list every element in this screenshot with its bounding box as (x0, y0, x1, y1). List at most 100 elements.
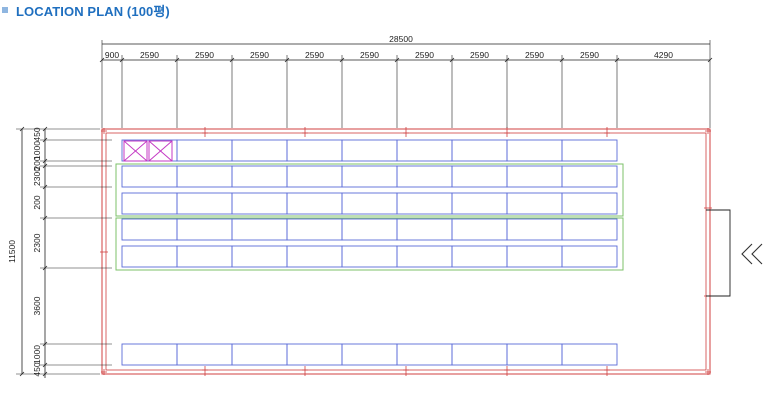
storage-zone (115, 217, 624, 271)
rack-cell (121, 165, 178, 188)
rack-cell (561, 245, 618, 268)
dimension-tick (614, 57, 620, 63)
building-walls (100, 127, 712, 376)
top-segment-label: 2590 (195, 50, 214, 60)
dimension-tick (504, 57, 510, 63)
rack-cell (451, 192, 508, 215)
dimension-tick (42, 265, 48, 271)
rack-cell (396, 343, 453, 366)
storage-zones (115, 163, 624, 271)
rack-cell (561, 139, 618, 162)
rack-cell (341, 218, 398, 241)
dimension-tick (42, 184, 48, 190)
rack-cell (396, 245, 453, 268)
rack-cell (506, 343, 563, 366)
left-segment-label: 450 (32, 127, 42, 141)
rack-cell (176, 245, 233, 268)
rack-cell (341, 192, 398, 215)
rack-row (121, 245, 618, 268)
unit-box (123, 140, 148, 162)
top-segment-label: 2590 (360, 50, 379, 60)
rack-cell (396, 218, 453, 241)
dimension-tick (119, 57, 125, 63)
left-segment-label: 1000 (32, 345, 42, 364)
top-segment-label: 2590 (470, 50, 489, 60)
rack-cell (121, 192, 178, 215)
double-chevron-left-icon (741, 243, 763, 265)
unit-cross (123, 140, 148, 162)
marked-unit (123, 140, 148, 162)
rack-cell (176, 139, 233, 162)
dimension-tick (42, 137, 48, 143)
rack-cell (286, 192, 343, 215)
dimension-lines: 28500 900 2590 2590 2590 2590 2590 2590 2590 2590… (7, 34, 713, 378)
rack-cell (506, 218, 563, 241)
rack-cell (451, 218, 508, 241)
top-segment-label: 4290 (654, 50, 673, 60)
rack-cell (561, 343, 618, 366)
rack-cell (121, 218, 178, 241)
rack-cell (561, 218, 618, 241)
rack-cell (121, 343, 178, 366)
top-segment-label: 2590 (580, 50, 599, 60)
top-segment-label: 2590 (305, 50, 324, 60)
marked-units (123, 140, 173, 162)
rack-cell (451, 245, 508, 268)
entrance-door (706, 209, 731, 297)
dimension-tick (42, 371, 48, 377)
chevron-left-icon (741, 243, 753, 265)
left-segment-label: 450 (32, 362, 42, 376)
left-segment-label: 1000 (32, 141, 42, 160)
rack-row (121, 192, 618, 215)
dimension-tick (42, 362, 48, 368)
rack-cell (286, 165, 343, 188)
inner-wall (105, 132, 707, 371)
section-header: LOCATION PLAN (100평) (0, 0, 170, 20)
rack-cell (231, 343, 288, 366)
rack-row (121, 218, 618, 241)
chevron-left-icon (751, 243, 763, 265)
rack-cell (396, 139, 453, 162)
rack-cell (561, 165, 618, 188)
top-segment-label: 2590 (250, 50, 269, 60)
rack-cell (506, 165, 563, 188)
page-title: LOCATION PLAN (100평) (16, 3, 170, 19)
dimension-tick (42, 341, 48, 347)
rack-cell (506, 139, 563, 162)
rack-cell (506, 192, 563, 215)
dimension-tick (19, 371, 25, 377)
dimension-tick (284, 57, 290, 63)
top-segment-label: 2590 (140, 50, 159, 60)
rack-rows (121, 139, 618, 366)
rack-cell (561, 192, 618, 215)
rack-cell (396, 192, 453, 215)
top-segment-label: 900 (105, 50, 119, 60)
rack-cell (341, 165, 398, 188)
left-segment-label: 200 (32, 195, 42, 209)
rack-cell (286, 343, 343, 366)
dimension-tick (229, 57, 235, 63)
rack-cell (231, 245, 288, 268)
top-segment-label: 2590 (415, 50, 434, 60)
rack-cell (231, 165, 288, 188)
rack-cell (506, 245, 563, 268)
dimension-tick (42, 215, 48, 221)
rack-cell (176, 343, 233, 366)
dimension-tick (394, 57, 400, 63)
dimension-tick (19, 126, 25, 132)
dimension-tick (559, 57, 565, 63)
rack-cell (451, 139, 508, 162)
rack-cell (451, 343, 508, 366)
rack-cell (231, 192, 288, 215)
left-segment-label: 200 (32, 156, 42, 170)
dimension-tick (42, 158, 48, 164)
dimension-tick (42, 163, 48, 169)
total-width-label: 28500 (389, 34, 413, 44)
rack-row (121, 343, 618, 366)
rack-cell (341, 139, 398, 162)
rack-cell (121, 245, 178, 268)
rack-cell (176, 192, 233, 215)
marked-unit (148, 140, 173, 162)
rack-row (121, 139, 618, 162)
